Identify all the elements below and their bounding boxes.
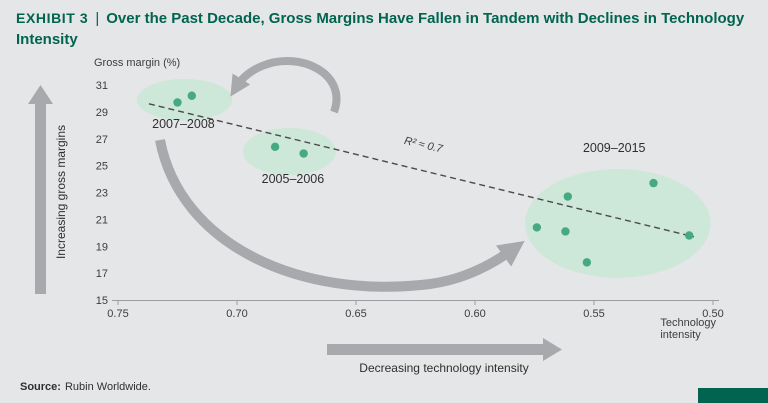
y-tick-label: 17 [96, 268, 108, 280]
source-text: Rubin Worldwide. [64, 381, 151, 393]
exhibit-label: Exhibit 3 [16, 10, 89, 26]
cluster-ellipse-layer [137, 78, 711, 278]
cluster-ellipse [242, 128, 336, 176]
y-tick-label: 31 [96, 80, 108, 92]
up-block-arrow [28, 85, 53, 294]
y-tick-label: 19 [96, 241, 108, 253]
cluster-ellipse [137, 78, 233, 121]
trendline [148, 103, 695, 238]
source-label: Source: [20, 381, 61, 393]
right-block-arrow [327, 338, 562, 361]
title-separator: | [95, 10, 100, 27]
y-tick-label: 23 [96, 188, 108, 200]
loop-arrow [230, 57, 341, 114]
data-point [582, 258, 592, 267]
x-tick-label: 0.55 [583, 308, 604, 320]
x-axis-title: Technology intensity [660, 317, 716, 341]
y-tick-label: 27 [96, 134, 108, 146]
data-point [685, 231, 694, 240]
source-line: Source: Rubin Worldwide. [20, 381, 151, 393]
data-point [270, 142, 280, 152]
y-tick-label: 21 [96, 214, 108, 226]
plot-foreground-layer: 0.75 0.70 0.65 0.60 0.55 0.50 31 29 27 25 23 21 19 17… [96, 80, 724, 320]
data-point [649, 178, 658, 188]
x-tick-label: 0.50 [702, 308, 723, 320]
cluster-label: 2005–2006 [262, 172, 325, 186]
decreasing-technology-intensity-label: Decreasing technology intensity [359, 361, 529, 375]
x-tick-label: 0.60 [464, 308, 485, 320]
y-axis-title: Gross margin (%) [94, 57, 181, 69]
cluster-label: 2007–2008 [152, 117, 215, 131]
x-tick-label: 0.70 [226, 308, 247, 320]
y-tick-label: 15 [96, 295, 108, 307]
y-tick-label: 29 [96, 107, 108, 119]
cluster-ellipse [524, 168, 711, 278]
data-point [563, 192, 573, 201]
r-squared-label: R² ≈ 0.7 [403, 135, 445, 156]
title-text: Over the Past Decade, Gross Margins Have… [16, 10, 745, 48]
exhibit-title: Exhibit 3 | Over the Past Decade, Gross Ma… [16, 8, 746, 50]
data-point [532, 223, 542, 232]
sweep-arrow [155, 139, 525, 292]
decorative-arrows [28, 57, 562, 361]
cluster-label: 2009–2015 [583, 141, 646, 155]
x-tick-label: 0.65 [345, 308, 366, 320]
corner-accent-bar [698, 388, 768, 403]
data-point [561, 227, 570, 236]
data-point [173, 98, 182, 107]
x-tick-label: 0.75 [107, 308, 128, 320]
y-tick-label: 25 [96, 161, 108, 173]
data-point [299, 149, 308, 158]
data-point [187, 91, 196, 100]
